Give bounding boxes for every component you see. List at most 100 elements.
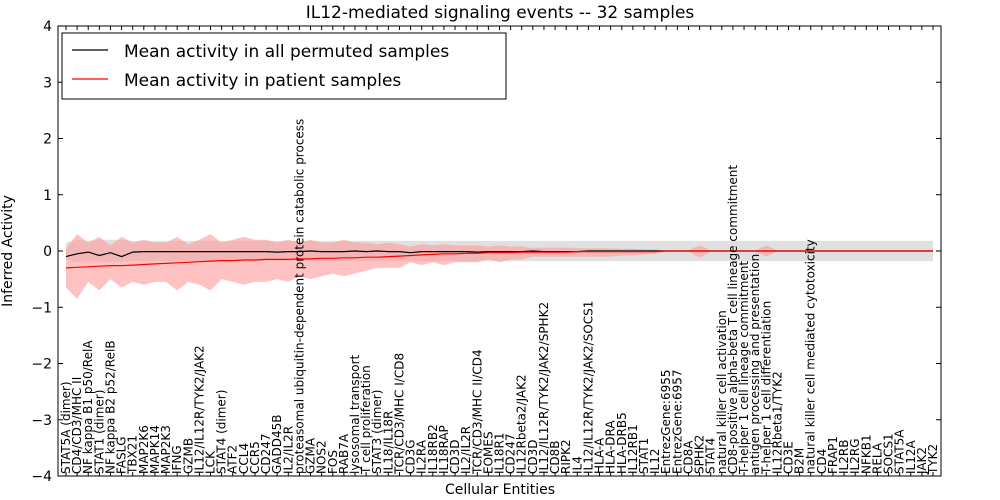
x-tick-label: CCR5 — [248, 441, 262, 474]
x-tick-label: CD3D — [448, 440, 462, 475]
legend-label-permuted: Mean activity in all permuted samples — [124, 42, 449, 62]
legend: Mean activity in all permuted samples Me… — [61, 32, 507, 100]
x-tick-label: natural killer cell mediated cytotoxicit… — [804, 239, 818, 474]
x-tick-label: TCR/CD3/MHC II/CD4 — [470, 349, 484, 475]
x-tick-label: CD4 — [815, 449, 829, 474]
x-tick-label: IL12A — [904, 440, 918, 474]
x-tick-label: STAT5A (dimer) — [59, 381, 73, 474]
x-tick-label: EntrezGene:6955 — [659, 370, 673, 475]
x-tick-label: CD8-positive alpha-beta T cell lineage c… — [726, 165, 740, 474]
x-tick-label: STAT5A — [893, 429, 907, 474]
x-tick-label: CD247 — [259, 433, 273, 474]
x-tick-label: STAT3 (dimer) — [370, 390, 384, 474]
band-patient — [66, 234, 933, 299]
x-tick-label: NFKB1 — [859, 434, 873, 474]
x-tick-label: IL12Rbeta1/TYK2 — [770, 371, 784, 474]
y-axis: −4 −3 −2 −1 0 1 2 3 4 — [31, 19, 941, 485]
y-tick-label: 1 — [43, 188, 52, 204]
y-tick-label: −4 — [31, 469, 52, 485]
x-tick-label: GZMB — [181, 438, 195, 474]
x-tick-label: CD8A — [682, 440, 696, 474]
x-tick-label: CCL4 — [237, 443, 251, 474]
x-tick-label: HLA-A — [593, 437, 607, 474]
x-tick-label: IL12RB1 — [626, 424, 640, 474]
x-tick-label: NF kappa B2 p52/RelB — [104, 340, 118, 474]
x-tick-label: CD247 — [504, 433, 518, 474]
x-tick-label: IL18RB2 — [426, 424, 440, 474]
x-tick-label: IL12/IL12R/TYK2/JAK2/SPHK2 — [537, 302, 551, 474]
x-tick-label: RAB7A — [337, 433, 351, 474]
x-tick-label: IL2RG — [848, 439, 862, 475]
y-tick-label: 0 — [43, 244, 52, 260]
x-tick-label: FOS — [326, 450, 340, 474]
x-tick-label: TCR/CD3/MHC I/CD8 — [393, 353, 407, 475]
y-tick-label: 3 — [43, 75, 52, 91]
x-tick-label: FRAP1 — [826, 436, 840, 474]
x-tick-label: MAP2K6 — [137, 425, 151, 474]
x-tick-label: HLA-DRA — [604, 420, 618, 474]
x-tick-label: IL18/IL18R — [381, 411, 395, 474]
x-tick-label: CD3E — [782, 441, 796, 474]
x-tick-label: STAT4 — [704, 438, 718, 474]
x-tick-label: CD4/CD3/MHC II — [70, 377, 84, 474]
x-tick-label: T-helper 1 cell lineage commitment — [737, 261, 751, 475]
x-tick-label: STAT4 (dimer) — [215, 390, 229, 474]
x-tick-label: IFNG — [170, 445, 184, 474]
x-tick-label: NOS2 — [315, 440, 329, 474]
x-tick-label: JAK2 — [915, 447, 929, 475]
x-tick-label: CD3D — [526, 440, 540, 475]
y-tick-label: 2 — [43, 132, 52, 148]
x-tick-label: antigen processing and presentation — [748, 254, 762, 474]
x-tick-label: B2M — [793, 448, 807, 474]
x-tick-label: LCK — [204, 450, 218, 474]
x-tick-label: TYK2 — [926, 444, 940, 475]
x-tick-label: IL2/IL2R — [459, 426, 473, 474]
x-tick-label: IL12 — [648, 449, 662, 475]
x-tick-label: IL12/IL12R/TYK2/JAK2/SOCS1 — [581, 301, 595, 474]
y-tick-label: −2 — [31, 357, 52, 373]
x-tick-label: STAT1 (dimer) — [92, 390, 106, 474]
x-tick-label: MAP2K3 — [159, 425, 173, 474]
x-tick-label: MAPK14 — [148, 425, 162, 474]
x-tick-label: HLA-DRB5 — [615, 412, 629, 474]
x-tick-label: STAT1 — [637, 438, 651, 474]
x-tick-label: EntrezGene:6957 — [670, 370, 684, 475]
x-tick-label: lysosomal transport — [348, 354, 362, 474]
x-tick-label: IL12/IL12R/TYK2/JAK2 — [192, 345, 206, 474]
x-tick-label: SOCS1 — [882, 433, 896, 474]
x-tick-label: T cell proliferation — [359, 365, 373, 475]
x-tick-label: IL18R1 — [493, 433, 507, 474]
x-tick-label: ATF2 — [226, 445, 240, 474]
y-axis-label: Inferred Activity — [0, 195, 16, 307]
x-tick-label: FASLG — [115, 436, 129, 474]
x-axis-label: Cellular Entities — [445, 482, 555, 498]
y-tick-label: 4 — [43, 19, 52, 35]
x-tick-label: RELA — [870, 442, 884, 474]
x-tick-label: proteasomal ubiquitin-dependent protein … — [292, 119, 306, 474]
x-tick-label: IL12Rbeta2/JAK2 — [515, 374, 529, 474]
x-tick-label: IL2RB — [837, 440, 851, 474]
x-tick-label: SPHK2 — [693, 435, 707, 474]
x-tick-label: T-helper 1 cell differentiation — [759, 301, 773, 475]
y-tick-label: −1 — [31, 300, 52, 316]
legend-box — [61, 32, 507, 100]
x-tick-label: GADD45B — [270, 415, 284, 475]
x-tick-label: EOMES — [481, 431, 495, 474]
x-tick-label: GZMA — [304, 437, 318, 474]
series-lines — [65, 250, 933, 269]
x-tick-label: natural killer cell activation — [715, 310, 729, 474]
x-tick-label: NF kappa B1 p50/RelA — [81, 340, 95, 474]
x-tick-label: IL4 — [570, 456, 584, 474]
x-tick-label: IL18RAP — [437, 425, 451, 474]
x-tick-label: TBX21 — [126, 435, 140, 475]
x-tick-label: IL2RA — [415, 439, 429, 474]
x-tick-label: CD3G — [404, 439, 418, 474]
x-tick-label: RIPK2 — [559, 439, 573, 474]
x-tick-label: IL2/IL2R — [281, 426, 295, 474]
y-tick-label: −3 — [31, 413, 52, 429]
series-line-patient — [65, 250, 933, 269]
chart-title: IL12-mediated signaling events -- 32 sam… — [306, 3, 695, 23]
x-tick-label: CD8B — [548, 441, 562, 475]
